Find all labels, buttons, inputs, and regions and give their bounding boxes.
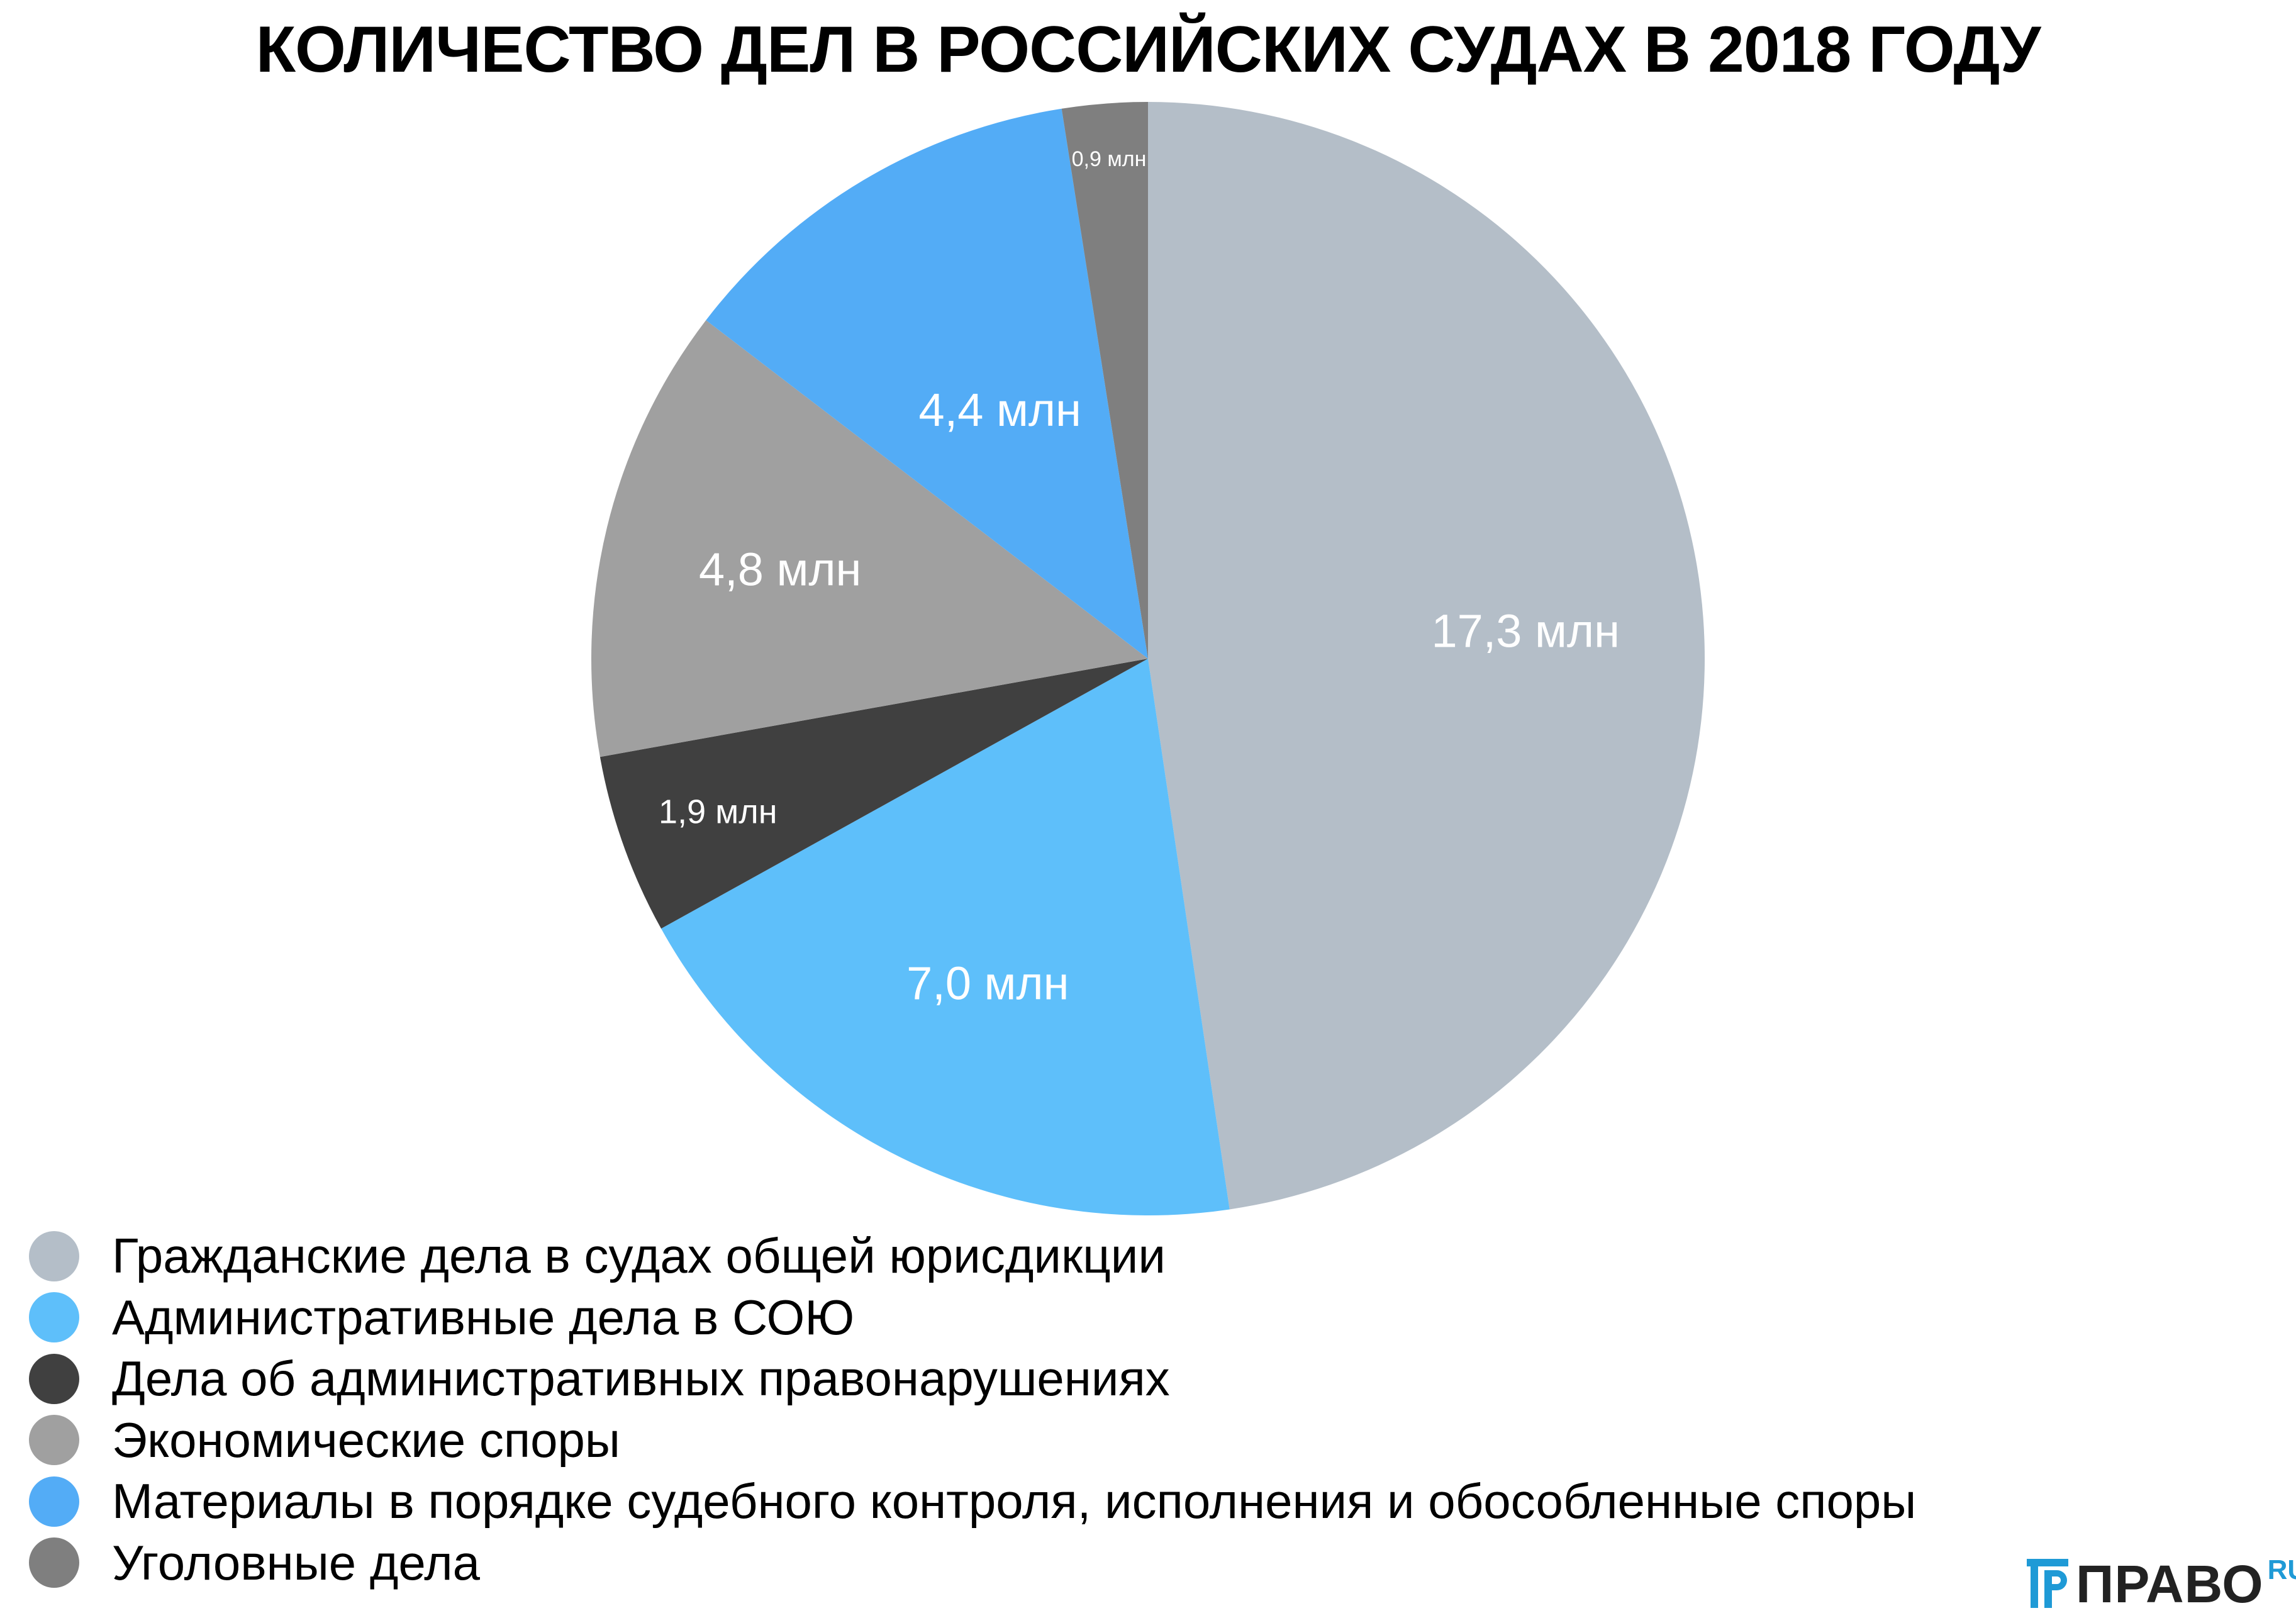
legend-label: Материалы в порядке судебного контроля, … bbox=[112, 1473, 1917, 1529]
legend-swatch-icon bbox=[29, 1537, 79, 1588]
pie-slice-labels: 17,3 млн 7,0 млн 1,9 млн 4,8 млн 4,4 млн 0,9 … bbox=[659, 147, 1620, 1009]
legend-swatch-icon bbox=[29, 1230, 79, 1281]
pie-slice bbox=[599, 659, 1148, 929]
pie-slices bbox=[591, 101, 1705, 1216]
pie-slice bbox=[661, 659, 1230, 1216]
pravo-logo-icon bbox=[2027, 1559, 2068, 1608]
pie-slice bbox=[706, 108, 1148, 659]
legend-label: Гражданские дела в судах общей юрисдикци… bbox=[112, 1228, 1166, 1284]
logo-text: ПРАВО bbox=[2076, 1554, 2264, 1614]
legend-item: Экономические споры bbox=[29, 1410, 1916, 1471]
legend-swatch-icon bbox=[29, 1292, 79, 1343]
pravo-logo[interactable]: ПРАВО RU bbox=[2027, 1554, 2296, 1610]
slice-label: 0,9 млн bbox=[1072, 147, 1147, 171]
pie-slice bbox=[591, 320, 1148, 757]
pie-slice bbox=[1148, 101, 1705, 1210]
slice-label: 7,0 млн bbox=[906, 957, 1069, 1009]
legend-item: Гражданские дела в судах общей юрисдикци… bbox=[29, 1225, 1916, 1287]
legend-item: Уголовные дела bbox=[29, 1532, 1916, 1594]
legend-swatch-icon bbox=[29, 1476, 79, 1527]
legend-item: Административные дела в СОЮ bbox=[29, 1287, 1916, 1349]
logo-suffix: RU bbox=[2267, 1554, 2296, 1585]
legend-label: Дела об административных правонарушениях bbox=[112, 1351, 1170, 1407]
slice-label: 4,4 млн bbox=[919, 384, 1081, 436]
legend-label: Административные дела в СОЮ bbox=[112, 1289, 855, 1345]
slice-label: 4,8 млн bbox=[699, 544, 861, 596]
pie-chart: 17,3 млн 7,0 млн 1,9 млн 4,8 млн 4,4 млн 0,9 … bbox=[591, 101, 1705, 1216]
legend-label: Экономические споры bbox=[112, 1412, 620, 1468]
legend-swatch-icon bbox=[29, 1415, 79, 1466]
chart-title: КОЛИЧЕСТВО ДЕЛ В РОССИЙСКИХ СУДАХ В 2018… bbox=[255, 13, 2041, 86]
pie-slice bbox=[1061, 102, 1148, 659]
slice-label: 1,9 млн bbox=[659, 793, 777, 830]
legend-item: Дела об административных правонарушениях bbox=[29, 1348, 1916, 1410]
legend-item: Материалы в порядке судебного контроля, … bbox=[29, 1471, 1916, 1532]
legend-label: Уголовные дела bbox=[112, 1534, 481, 1590]
legend: Гражданские дела в судах общей юрисдикци… bbox=[29, 1225, 1916, 1593]
legend-swatch-icon bbox=[29, 1353, 79, 1404]
slice-label: 17,3 млн bbox=[1431, 605, 1620, 657]
